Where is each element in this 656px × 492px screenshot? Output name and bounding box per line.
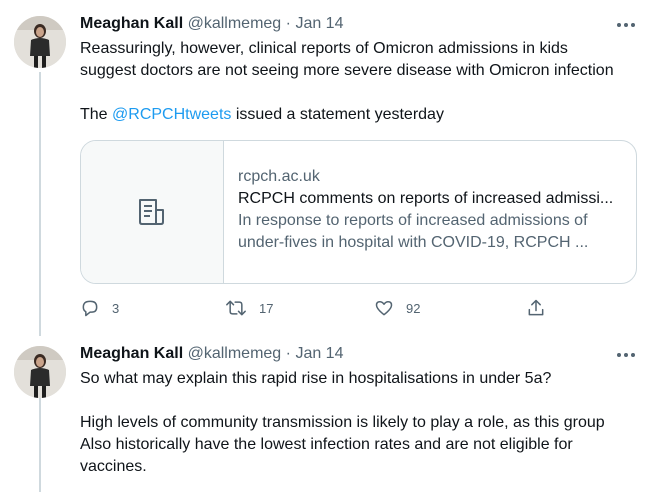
article-icon (139, 199, 164, 225)
tweet-line: The @RCPCHtweets issued a statement yest… (80, 104, 640, 126)
tweet-line: So what may explain this rapid rise in h… (80, 370, 552, 387)
thread-line (39, 72, 41, 336)
thread-line (39, 396, 41, 492)
tweet-line: vaccines. (80, 458, 147, 475)
more-icon[interactable] (616, 15, 636, 35)
card-description: In response to reports of increased admi… (238, 212, 588, 229)
retweet-button[interactable]: 17 (225, 298, 273, 318)
tweet-line: suggest doctors are not seeing more seve… (80, 62, 614, 79)
tweet[interactable]: Meaghan Kall @kallmemeg · Jan 14 So what… (0, 344, 656, 492)
card-domain: rcpch.ac.uk (238, 168, 320, 185)
card-body: rcpch.ac.uk RCPCH comments on reports of… (224, 141, 627, 283)
avatar-photo (14, 346, 66, 398)
tweet-line: High levels of community transmission is… (80, 414, 605, 431)
tweet-actions: 3 17 92 (80, 298, 560, 320)
author-handle[interactable]: @kallmemeg (187, 15, 282, 32)
tweet-text: So what may explain this rapid rise in h… (80, 368, 640, 478)
share-icon (528, 299, 544, 316)
author-name[interactable]: Meaghan Kall (80, 15, 184, 32)
tweet-date[interactable]: Jan 14 (295, 15, 344, 32)
avatar-photo (14, 16, 66, 68)
tweet-text: Reassuringly, however, clinical reports … (80, 38, 640, 126)
reply-count: 3 (112, 300, 120, 316)
author-handle[interactable]: @kallmemeg (187, 345, 282, 362)
like-icon (375, 301, 393, 316)
mention-link[interactable]: @RCPCHtweets (112, 106, 232, 123)
avatar[interactable] (14, 16, 66, 68)
retweet-icon (226, 300, 246, 316)
text-suffix: issued a statement yesterday (231, 106, 444, 123)
reply-icon (82, 300, 98, 317)
separator: · (285, 15, 291, 32)
like-button[interactable]: 92 (374, 298, 420, 318)
text-prefix: The (80, 106, 113, 123)
like-count: 92 (406, 300, 421, 316)
reply-button[interactable]: 3 (80, 298, 119, 318)
card-title: RCPCH comments on reports of increased a… (238, 190, 614, 207)
tweet-header: Meaghan Kall @kallmemeg · Jan 14 (80, 14, 343, 34)
tweet-line: Reassuringly, however, clinical reports … (80, 40, 568, 57)
more-icon[interactable] (616, 345, 636, 365)
tweet[interactable]: Meaghan Kall @kallmemeg · Jan 14 Reassur… (0, 14, 656, 334)
avatar[interactable] (14, 346, 66, 398)
card-thumbnail (81, 141, 224, 283)
retweet-count: 17 (259, 300, 274, 316)
share-button[interactable] (526, 298, 546, 318)
link-card[interactable]: rcpch.ac.uk RCPCH comments on reports of… (80, 140, 637, 284)
tweet-date[interactable]: Jan 14 (295, 345, 344, 362)
author-name[interactable]: Meaghan Kall (80, 345, 184, 362)
card-description: under-fives in hospital with COVID-19, R… (238, 234, 589, 251)
tweet-header: Meaghan Kall @kallmemeg · Jan 14 (80, 344, 343, 364)
tweet-line: Also historically have the lowest infect… (80, 436, 573, 453)
separator: · (285, 345, 291, 362)
